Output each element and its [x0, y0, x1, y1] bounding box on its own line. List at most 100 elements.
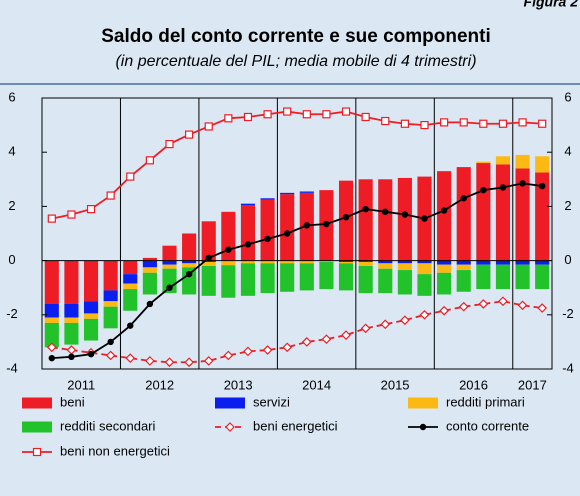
y-tick-label: 4 — [8, 144, 15, 159]
bar — [123, 260, 138, 275]
figure-label: Figura 2 — [524, 0, 579, 10]
bar — [103, 306, 118, 329]
y2-tick-label: -2 — [562, 306, 574, 321]
chart-title: Saldo del conto corrente e sue component… — [101, 26, 491, 47]
line-marker — [225, 246, 232, 253]
bar — [476, 161, 491, 164]
bar — [495, 264, 511, 290]
bar — [142, 267, 157, 273]
bar — [44, 322, 59, 348]
line-marker — [166, 284, 173, 291]
legend-item: beni — [22, 394, 85, 409]
line-marker — [440, 207, 448, 214]
line-marker — [400, 119, 409, 128]
legend-swatch — [215, 397, 245, 409]
bar — [515, 168, 530, 261]
bar — [358, 266, 373, 294]
bar — [280, 260, 295, 264]
bar — [535, 264, 550, 290]
legend-label: beni energetici — [253, 418, 338, 433]
bar — [515, 260, 530, 265]
bar — [123, 283, 138, 290]
bar — [397, 177, 412, 261]
line-marker — [459, 118, 468, 127]
bar — [417, 263, 432, 275]
bar — [417, 260, 432, 264]
bar — [338, 180, 354, 261]
y2-tick-label: 2 — [564, 198, 571, 213]
bar — [378, 268, 393, 294]
x-tick-label: 2013 — [224, 377, 253, 392]
bar — [260, 199, 275, 261]
y-tick-label: -4 — [6, 360, 18, 375]
line-marker — [262, 345, 273, 355]
bar — [182, 260, 197, 264]
legend-label: beni non energetici — [60, 443, 170, 458]
legend-label: servizi — [253, 394, 290, 409]
y2-tick-label: -4 — [562, 360, 574, 375]
bar — [83, 260, 99, 302]
legend-swatch — [22, 421, 52, 433]
line-marker — [419, 309, 430, 320]
bar — [240, 205, 256, 261]
bar — [221, 211, 236, 261]
line-marker — [421, 215, 428, 222]
legend-label: beni — [60, 394, 85, 409]
x-tick-label: 2015 — [381, 377, 410, 392]
bar — [495, 260, 511, 265]
bar — [515, 154, 530, 169]
y2-tick-label: 4 — [564, 144, 571, 159]
line — [51, 182, 543, 360]
bar — [515, 264, 530, 290]
bar — [437, 171, 452, 261]
y-tick-label: 6 — [8, 89, 15, 104]
bar — [319, 260, 334, 262]
bar — [83, 318, 99, 341]
line-marker — [185, 270, 193, 278]
bar — [240, 203, 256, 206]
bar — [103, 290, 118, 302]
line-marker — [87, 350, 95, 358]
bar — [142, 272, 157, 295]
bar — [280, 194, 295, 261]
bar — [456, 264, 471, 271]
line-marker — [460, 195, 467, 202]
x-tick-label: 2014 — [302, 377, 331, 392]
line-marker — [243, 346, 253, 357]
bar — [83, 313, 99, 319]
bar — [378, 179, 393, 261]
x-tick-label: 2016 — [459, 377, 488, 392]
line-marker — [125, 353, 136, 364]
line-marker — [381, 116, 390, 126]
bar — [535, 156, 550, 173]
legend-label: redditi secondari — [60, 418, 155, 433]
line-marker — [243, 112, 253, 122]
line-marker — [46, 342, 57, 353]
bar — [260, 260, 275, 264]
line-marker — [282, 342, 293, 353]
line-marker — [517, 300, 528, 311]
bar — [64, 322, 79, 345]
line-marker — [322, 110, 331, 119]
legend-item: conto corrente — [408, 418, 529, 433]
bar — [162, 264, 177, 269]
line-marker — [48, 354, 56, 362]
line-marker — [303, 222, 311, 229]
bar — [142, 257, 157, 261]
line-marker — [146, 300, 154, 308]
line-marker — [499, 184, 507, 191]
bar — [280, 192, 295, 195]
line-marker — [478, 299, 489, 309]
line-marker — [105, 350, 116, 361]
bar — [358, 260, 373, 262]
bar — [338, 260, 354, 262]
line-marker — [264, 235, 271, 243]
line-marker — [283, 107, 292, 116]
line-marker — [439, 305, 449, 316]
line-marker — [479, 119, 488, 128]
line-marker — [204, 122, 213, 131]
line-marker — [420, 120, 429, 130]
line-marker — [205, 254, 212, 262]
line-marker — [538, 119, 547, 128]
